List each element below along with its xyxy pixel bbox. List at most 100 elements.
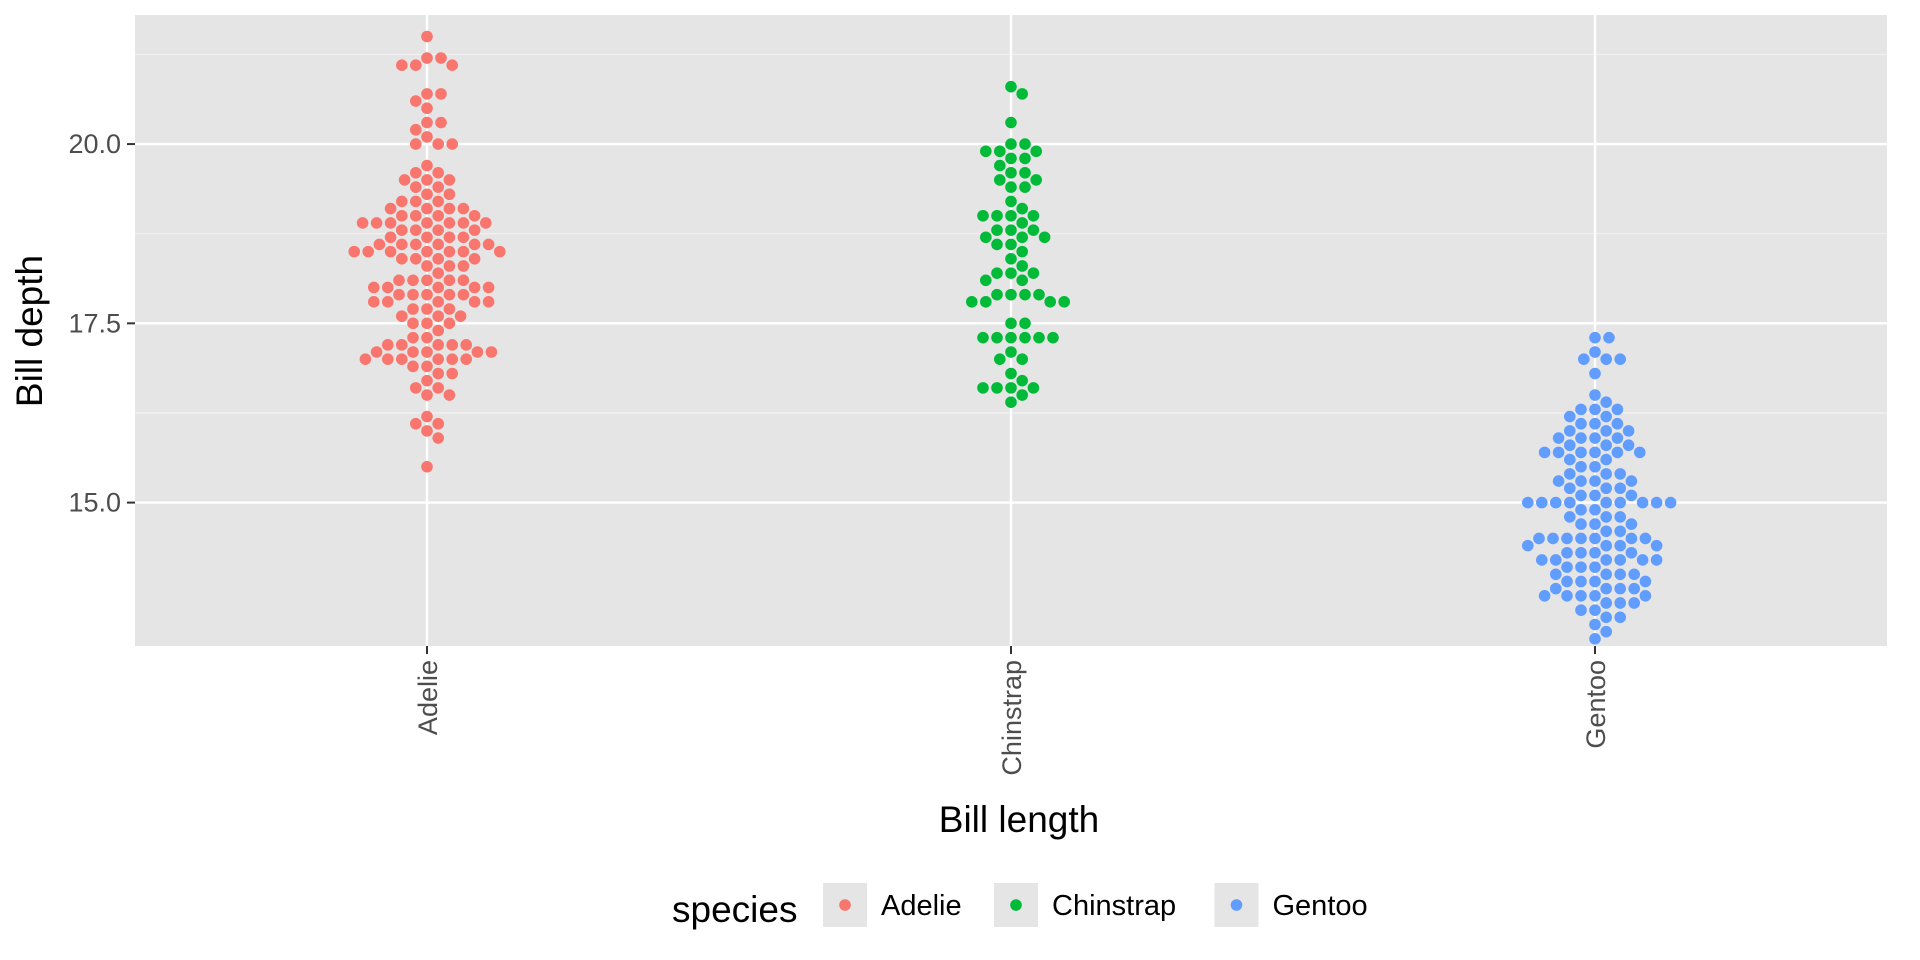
data-point-gentoo [1600,525,1612,538]
data-point-gentoo [1589,331,1601,344]
data-point-gentoo [1589,604,1601,616]
data-point-gentoo [1589,590,1601,602]
data-point-gentoo [1564,425,1576,437]
data-point-gentoo [1564,468,1576,480]
data-point-gentoo [1589,446,1601,459]
data-point-adelie [410,382,422,394]
data-point-adelie [432,417,445,430]
data-point-adelie [457,245,470,258]
data-point-chinstrap [1005,166,1017,179]
data-point-gentoo [1614,511,1626,523]
data-point-adelie [446,353,459,365]
data-point-adelie [396,209,408,222]
data-point-gentoo [1575,403,1587,416]
data-point-chinstrap [1047,331,1059,344]
data-point-adelie [384,245,397,258]
data-point-gentoo [1564,453,1576,466]
data-point-adelie [432,382,445,394]
data-point-gentoo [1575,489,1587,502]
data-point-adelie [432,181,445,193]
data-point-adelie [396,195,408,208]
data-point-chinstrap [1005,209,1017,222]
data-point-adelie [407,346,419,358]
data-point-gentoo [1625,532,1638,545]
data-point-gentoo [1614,468,1626,480]
data-point-adelie [468,209,481,222]
data-point-adelie [421,374,433,387]
data-point-gentoo [1575,503,1587,516]
data-point-gentoo [1636,554,1649,566]
data-point-chinstrap [1019,138,1031,150]
x-axis: Adelie Chinstrap Gentoo [413,646,1611,776]
data-point-adelie [368,281,380,294]
data-point-gentoo [1575,590,1587,602]
data-point-adelie [432,252,445,265]
data-point-gentoo [1600,496,1612,509]
data-point-chinstrap [1016,231,1028,244]
data-point-gentoo [1650,539,1663,552]
data-point-chinstrap [991,288,1003,301]
data-point-gentoo [1575,546,1587,559]
data-point-adelie [443,260,456,272]
data-point-adelie [432,224,445,236]
data-point-gentoo [1603,331,1615,344]
data-point-chinstrap [1016,353,1028,365]
data-point-gentoo [1589,518,1601,530]
legend-swatch-chinstrap [1010,899,1022,911]
data-point-chinstrap [1019,317,1031,330]
data-point-gentoo [1639,575,1652,588]
data-point-adelie [421,274,433,287]
data-point-adelie [410,417,422,430]
data-point-adelie [443,245,456,258]
data-point-adelie [393,288,405,301]
data-point-gentoo [1589,532,1601,545]
data-point-adelie [410,224,422,236]
data-point-adelie [421,52,433,64]
data-point-adelie [421,174,433,186]
data-point-adelie [348,245,361,258]
data-point-adelie [432,281,445,294]
data-point-adelie [443,303,456,315]
data-point-chinstrap [1005,195,1017,208]
data-point-adelie [421,159,433,172]
data-point-gentoo [1589,475,1601,487]
data-point-gentoo [1628,582,1640,595]
data-point-gentoo [1589,561,1601,573]
data-point-adelie [421,317,433,330]
data-point-adelie [485,346,498,358]
data-point-gentoo [1625,475,1638,487]
data-point-adelie [432,324,445,337]
data-point-chinstrap [1030,145,1042,158]
data-point-gentoo [1564,482,1576,495]
legend-item-gentoo: Gentoo [1214,883,1368,927]
data-point-adelie [362,245,375,258]
data-point-adelie [421,245,433,258]
data-point-gentoo [1533,532,1545,545]
data-point-gentoo [1611,403,1624,416]
data-point-chinstrap [1019,288,1031,301]
data-point-gentoo [1550,554,1562,566]
data-point-gentoo [1614,568,1626,581]
data-point-chinstrap [991,224,1003,236]
data-point-adelie [396,339,408,351]
data-point-adelie [432,432,445,444]
data-point-adelie [421,88,433,100]
data-point-chinstrap [1058,296,1070,308]
data-point-adelie [443,231,456,244]
data-point-adelie [432,267,445,279]
data-point-adelie [457,231,470,244]
data-point-gentoo [1611,417,1624,430]
data-point-adelie [432,339,445,351]
data-point-adelie [471,346,484,358]
data-point-adelie [421,231,433,244]
data-point-adelie [432,166,445,179]
data-point-chinstrap [1033,331,1045,344]
data-point-gentoo [1550,582,1562,595]
data-point-adelie [407,317,419,330]
data-point-chinstrap [1005,331,1017,344]
data-point-chinstrap [977,382,989,394]
data-point-gentoo [1650,496,1663,509]
data-point-chinstrap [1005,181,1017,193]
data-point-gentoo [1561,590,1573,602]
data-point-chinstrap [1038,231,1051,244]
